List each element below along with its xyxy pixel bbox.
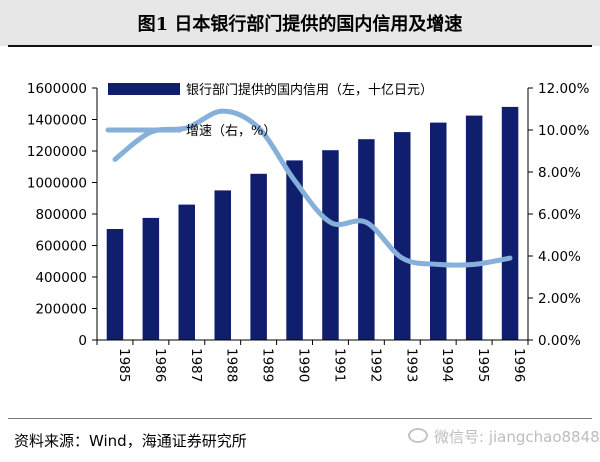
left-tick-label: 1200000 xyxy=(27,144,87,160)
x-tick-label: 1996 xyxy=(511,348,527,382)
right-tick-label: 8.00% xyxy=(538,165,581,181)
left-tick-label: 1600000 xyxy=(27,81,87,97)
x-tick-label: 1988 xyxy=(224,348,240,382)
left-tick-label: 1000000 xyxy=(27,176,87,192)
bar xyxy=(322,150,339,340)
left-tick-label: 1400000 xyxy=(27,113,87,129)
chart: 0 200000 400000 600000 800000 1000000 1200000 1… xyxy=(27,81,590,382)
x-tick-label: 1993 xyxy=(403,348,419,382)
bar xyxy=(214,190,231,340)
x-tick-label: 1986 xyxy=(152,348,168,382)
bar xyxy=(106,229,124,340)
wechat-icon xyxy=(408,428,428,443)
bar xyxy=(250,173,267,340)
bar-series xyxy=(106,106,519,341)
header-bar xyxy=(0,0,600,46)
x-tick-label: 1992 xyxy=(367,348,383,382)
page-title: 图1 日本银行部门提供的国内信用及增速 xyxy=(137,14,463,35)
x-tick-label: 1991 xyxy=(332,348,348,382)
left-tick-label: 400000 xyxy=(35,270,87,286)
bar xyxy=(178,204,195,340)
legend-line-label: 增速（右，%） xyxy=(186,124,276,139)
right-tick-label: 0.00% xyxy=(538,333,581,349)
header-divider xyxy=(8,45,592,47)
x-tick-label: 1985 xyxy=(116,348,132,382)
growth-line xyxy=(112,108,513,268)
bar xyxy=(394,132,411,340)
right-tick-label: 2.00% xyxy=(538,291,581,307)
bar xyxy=(430,122,447,340)
source-note: 资料来源：Wind，海通证券研究所 xyxy=(14,432,247,450)
left-tick-label: 600000 xyxy=(35,239,87,255)
right-tick-label: 12.00% xyxy=(538,81,590,97)
left-tick-label: 800000 xyxy=(35,207,87,223)
x-axis-ticks: 1985 1986 1987 1988 1989 1990 1991 1992 1993 1994… xyxy=(96,340,529,382)
bar xyxy=(142,217,160,340)
right-tick-label: 4.00% xyxy=(538,249,581,265)
bar xyxy=(286,160,303,340)
bar xyxy=(465,115,483,340)
watermark: 微信号: jiangchao8848 xyxy=(408,426,600,447)
bar xyxy=(358,139,375,340)
legend: 银行部门提供的国内信用（左，十亿日元） 增速（右，%） xyxy=(105,82,433,139)
left-axis-ticks: 0 200000 400000 600000 800000 1000000 1200000 1… xyxy=(27,81,97,349)
right-tick-label: 10.00% xyxy=(538,123,590,139)
legend-bar-swatch xyxy=(108,83,180,95)
left-tick-label: 200000 xyxy=(35,302,87,318)
x-tick-label: 1994 xyxy=(439,348,455,382)
x-tick-label: 1989 xyxy=(260,348,276,382)
source-divider xyxy=(8,418,592,419)
bar xyxy=(501,106,519,341)
watermark-text: 微信号: jiangchao8848 xyxy=(434,428,600,446)
x-tick-label: 1987 xyxy=(188,348,204,382)
right-tick-label: 6.00% xyxy=(538,207,581,223)
x-tick-label: 1995 xyxy=(475,348,491,382)
x-tick-label: 1990 xyxy=(296,348,312,382)
legend-bar-label: 银行部门提供的国内信用（左，十亿日元） xyxy=(186,82,433,98)
left-tick-label: 0 xyxy=(78,333,87,349)
right-axis-ticks: 0.00% 2.00% 4.00% 6.00% 8.00% 10.00% 12.00% xyxy=(528,81,590,349)
